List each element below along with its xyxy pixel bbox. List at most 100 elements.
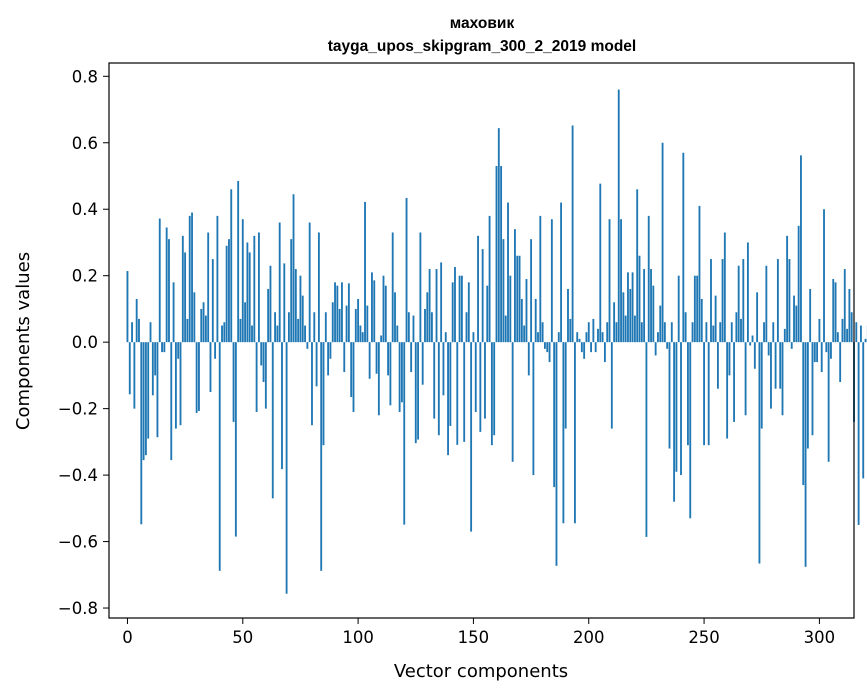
bar xyxy=(818,319,820,342)
bar xyxy=(645,342,647,537)
bar xyxy=(752,336,754,343)
bar xyxy=(650,269,652,342)
bar xyxy=(528,342,530,375)
bar xyxy=(657,332,659,342)
bar xyxy=(597,329,599,342)
bar xyxy=(193,292,195,342)
bar xyxy=(742,259,744,342)
bar xyxy=(556,342,558,566)
bar xyxy=(692,322,694,342)
bar xyxy=(336,286,338,343)
bar xyxy=(293,194,295,342)
bar xyxy=(265,342,267,408)
bar xyxy=(678,276,680,342)
bar xyxy=(816,342,818,362)
bar xyxy=(498,128,500,342)
bar xyxy=(502,239,504,342)
bar xyxy=(537,332,539,342)
x-tick-label: 150 xyxy=(458,628,490,647)
bar xyxy=(219,342,221,571)
bar xyxy=(512,342,514,462)
bar xyxy=(807,342,809,448)
bar xyxy=(715,296,717,343)
bar xyxy=(341,282,343,342)
bars-group xyxy=(127,90,867,594)
bar xyxy=(339,309,341,342)
bar xyxy=(616,322,618,342)
bar xyxy=(832,279,834,342)
bar xyxy=(415,342,417,443)
bar xyxy=(777,259,779,342)
bar xyxy=(496,166,498,342)
bar xyxy=(240,319,242,342)
bar xyxy=(150,322,152,342)
bar xyxy=(516,256,518,342)
bar xyxy=(825,342,827,352)
bar xyxy=(389,342,391,405)
bar xyxy=(860,326,862,343)
bar xyxy=(696,276,698,342)
bar xyxy=(839,342,841,382)
bar xyxy=(313,312,315,342)
bar xyxy=(542,322,544,342)
bar xyxy=(699,206,701,342)
bar xyxy=(274,312,276,342)
bar xyxy=(394,292,396,342)
bar xyxy=(449,342,451,426)
bar xyxy=(779,342,781,389)
bar xyxy=(523,326,525,343)
y-tick-label: 0.2 xyxy=(72,267,98,286)
bar xyxy=(127,271,129,342)
bar xyxy=(297,319,299,342)
bar xyxy=(362,332,364,342)
bar xyxy=(604,342,606,362)
bar xyxy=(417,342,419,439)
bar xyxy=(475,342,477,412)
bar xyxy=(703,342,705,445)
bar xyxy=(735,312,737,342)
bar xyxy=(426,292,428,342)
bar xyxy=(470,342,472,531)
bar xyxy=(814,342,816,362)
bar xyxy=(648,216,650,342)
bar xyxy=(440,262,442,342)
bar xyxy=(302,296,304,343)
y-tick-label: 0.8 xyxy=(72,67,98,86)
bar xyxy=(419,232,421,342)
bar xyxy=(376,342,378,374)
bar xyxy=(609,219,611,342)
bar xyxy=(456,342,458,445)
bar xyxy=(754,342,756,369)
x-tick-label: 300 xyxy=(804,628,836,647)
bar xyxy=(666,342,668,349)
bar xyxy=(276,326,278,343)
bar xyxy=(205,316,207,343)
bar xyxy=(295,269,297,342)
bar xyxy=(798,226,800,342)
bar xyxy=(258,232,260,342)
bar xyxy=(410,342,412,372)
bar xyxy=(809,289,811,342)
bar xyxy=(129,342,131,394)
bar xyxy=(309,223,311,343)
bar xyxy=(207,232,209,342)
bar xyxy=(717,342,719,389)
bar xyxy=(447,342,449,455)
bar xyxy=(560,203,562,343)
bar xyxy=(558,332,560,342)
bar xyxy=(143,342,145,460)
x-tick-label: 100 xyxy=(342,628,374,647)
bar xyxy=(251,326,253,343)
bar xyxy=(643,269,645,342)
bar xyxy=(159,219,161,343)
bar xyxy=(634,316,636,343)
bar xyxy=(281,342,283,469)
bar xyxy=(272,342,274,498)
bar xyxy=(401,342,403,402)
bar xyxy=(795,306,797,343)
bar xyxy=(445,332,447,342)
bar xyxy=(413,316,415,343)
bar xyxy=(429,269,431,342)
x-tick-label: 250 xyxy=(688,628,720,647)
